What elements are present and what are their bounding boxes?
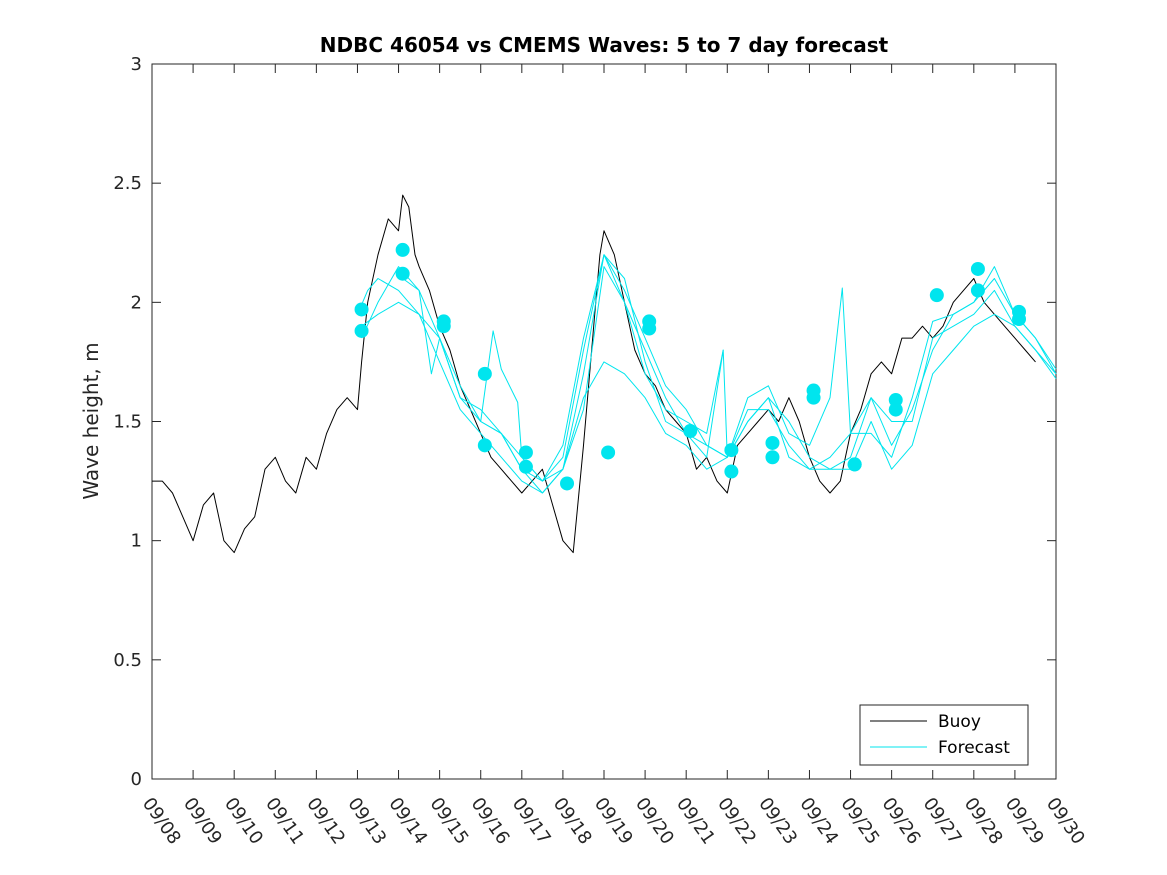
legend-box bbox=[859, 704, 1029, 766]
y-ticks: 0 0.5 1 1.5 2 2.5 3 bbox=[113, 54, 1056, 790]
forecast-point bbox=[477, 438, 492, 453]
y-tick-label: 0.5 bbox=[113, 650, 142, 671]
forecast-point bbox=[436, 319, 451, 334]
y-tick-label: 3 bbox=[131, 54, 142, 75]
forecast-point bbox=[395, 266, 410, 281]
buoy-series-line bbox=[152, 194, 1036, 554]
forecast-point bbox=[724, 464, 739, 479]
forecast-point bbox=[354, 302, 369, 317]
forecast-point bbox=[1012, 312, 1027, 327]
forecast-point bbox=[518, 459, 533, 474]
forecast-point bbox=[888, 402, 903, 417]
y-tick-label: 2.5 bbox=[113, 173, 142, 194]
forecast-point bbox=[847, 457, 862, 472]
forecast-point bbox=[724, 443, 739, 458]
legend-forecast-label: Forecast bbox=[938, 738, 1010, 758]
forecast-point bbox=[518, 445, 533, 460]
y-axis-label: Wave height, m bbox=[79, 342, 103, 499]
forecast-point bbox=[354, 323, 369, 338]
forecast-series-line-2 bbox=[361, 254, 1057, 482]
forecast-point bbox=[477, 366, 492, 381]
y-tick-label: 1.5 bbox=[113, 412, 142, 433]
forecast-series-line-4 bbox=[402, 254, 1057, 494]
chart-title: NDBC 46054 vs CMEMS Waves: 5 to 7 day fo… bbox=[320, 33, 889, 57]
y-tick-label: 1 bbox=[131, 531, 142, 552]
forecast-series-line-3 bbox=[361, 301, 1057, 494]
series-layer bbox=[152, 194, 1057, 554]
forecast-point bbox=[929, 288, 944, 303]
y-tick-label: 2 bbox=[131, 292, 142, 313]
forecast-point bbox=[683, 424, 698, 439]
legend: Buoy Forecast bbox=[859, 704, 1029, 766]
plot-area: 00.511.522.53 09/0809/0909/1009/1109/120… bbox=[113, 54, 1089, 848]
forecast-point bbox=[970, 283, 985, 298]
y-tick-label: 0 bbox=[131, 769, 142, 790]
forecast-point bbox=[970, 261, 985, 276]
axes-box bbox=[151, 63, 1057, 780]
forecast-point bbox=[765, 435, 780, 450]
forecast-point bbox=[765, 450, 780, 465]
forecast-point bbox=[601, 445, 616, 460]
forecast-point bbox=[560, 476, 575, 491]
forecast-point bbox=[806, 390, 821, 405]
legend-buoy-label: Buoy bbox=[938, 712, 981, 732]
forecast-markers bbox=[354, 242, 1027, 491]
forecast-series-line-5 bbox=[480, 266, 724, 482]
forecast-point bbox=[395, 242, 410, 257]
forecast-point bbox=[642, 321, 657, 336]
